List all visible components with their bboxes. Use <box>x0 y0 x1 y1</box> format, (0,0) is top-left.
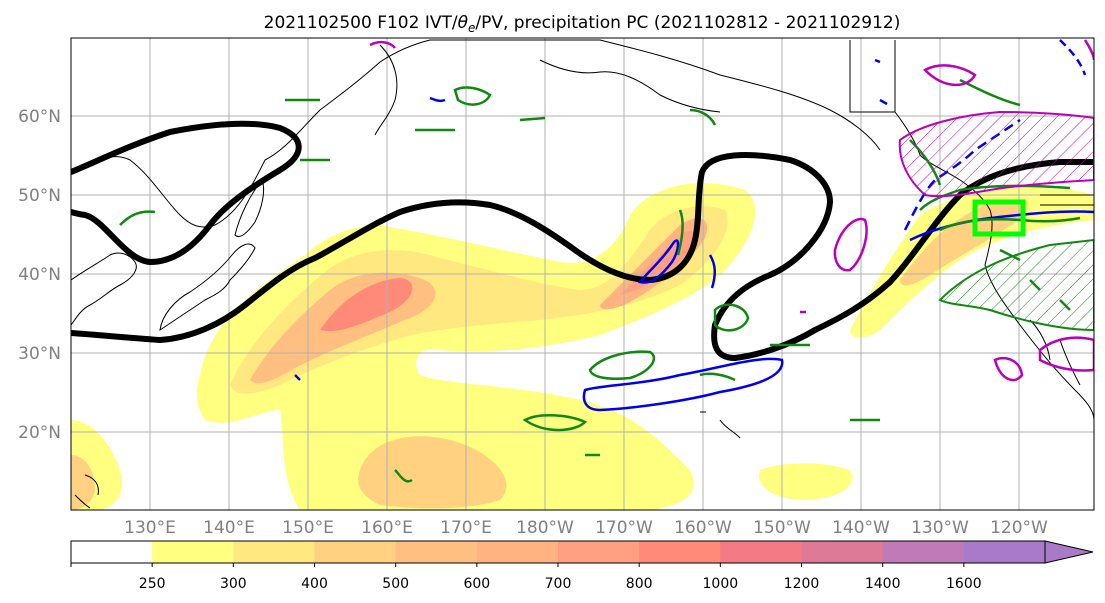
lon-label: 130°W <box>911 518 969 538</box>
colorbar-tick-label: 600 <box>463 576 490 592</box>
lon-label: 160°W <box>674 518 732 538</box>
colorbar-segment <box>558 541 640 563</box>
colorbar-tick-label: 300 <box>220 576 247 592</box>
lon-label: 150°W <box>753 518 811 538</box>
magenta-contours <box>369 39 1094 382</box>
precip-hatched-area <box>938 238 1094 332</box>
map-frame <box>70 37 1095 511</box>
colorbar-segment <box>963 541 1046 563</box>
lon-label: 170°E <box>440 518 492 538</box>
lon-label: 160°E <box>361 518 413 538</box>
colorbar-tick-label: 1600 <box>946 576 982 592</box>
colorbar-tick-label: 250 <box>139 576 166 592</box>
colorbar-segment <box>801 541 884 563</box>
colorbar-tick-label: 400 <box>301 576 328 592</box>
colorbar-segment <box>395 541 478 563</box>
colorbar-extend-arrow <box>1044 540 1094 564</box>
lon-label: 140°W <box>832 518 890 538</box>
colorbar-tick-label: 1400 <box>865 576 901 592</box>
colorbar-ticks: 250 300 400 500 600 700 800 1000 1200 1400 1600 <box>70 563 982 592</box>
colorbar: 250 300 400 500 600 700 800 1000 1200 1400 1600 <box>70 540 1094 592</box>
colorbar-segment <box>720 541 802 563</box>
lon-label: 180°W <box>516 518 574 538</box>
theta-e-contours <box>71 120 1094 362</box>
lon-label: 140°E <box>203 518 255 538</box>
colorbar-tick-label: 800 <box>626 576 653 592</box>
colorbar-segment <box>314 541 397 563</box>
magenta-hatched-area <box>898 110 1094 198</box>
lon-label: 150°E <box>282 518 334 538</box>
colorbar-segment <box>71 541 153 563</box>
lon-label: 170°W <box>595 518 653 538</box>
colorbar-tick-label: 700 <box>545 576 572 592</box>
colorbar-segment <box>476 541 559 563</box>
lat-label: 50°N <box>18 186 61 206</box>
colorbar-tick-label: 1200 <box>784 576 820 592</box>
lon-label: 120°W <box>990 518 1048 538</box>
colorbar-segment <box>152 541 234 563</box>
map-title: 2021102500 F102 IVT/θe/PV, precipitation… <box>264 13 901 35</box>
lon-labels: 130°E 140°E 150°E 160°E 170°E 180°W 170°… <box>124 518 1048 538</box>
colorbar-segments <box>71 541 1046 563</box>
lat-label: 20°N <box>18 423 61 443</box>
colorbar-segment <box>639 541 721 563</box>
colorbar-tick-label: 500 <box>382 576 409 592</box>
lon-label: 130°E <box>124 518 176 538</box>
map-panel <box>71 38 1094 510</box>
colorbar-segment <box>882 541 965 563</box>
colorbar-tick-label: 1000 <box>703 576 739 592</box>
lat-label: 30°N <box>18 344 61 364</box>
colorbar-segment <box>233 541 315 563</box>
lat-label: 40°N <box>18 265 61 285</box>
lat-labels: 60°N 50°N 40°N 30°N 20°N <box>18 107 61 443</box>
highlight-box <box>972 199 1026 237</box>
lat-label: 60°N <box>18 107 61 127</box>
ivt-shading <box>71 183 1094 510</box>
